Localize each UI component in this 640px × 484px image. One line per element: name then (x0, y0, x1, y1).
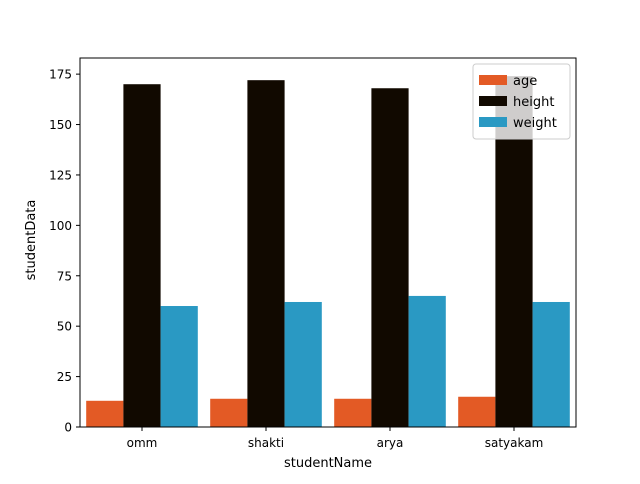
y-tick-label: 100 (49, 219, 72, 233)
legend-swatch-height (479, 96, 507, 106)
legend-swatch-age (479, 75, 507, 85)
y-tick-label: 0 (64, 421, 72, 435)
x-axis-label: studentName (284, 456, 372, 471)
legend-swatch-weight (479, 117, 507, 127)
axes-layer: 0 25 50 75 100 125 150 175 omm shakti arya satyakam (49, 57, 577, 450)
bar-weight-satyakam (532, 301, 570, 427)
bar-weight-omm (160, 306, 198, 427)
x-tick-label-satyakam: satyakam (485, 436, 544, 450)
x-tick-label-arya: arya (377, 436, 404, 450)
bar-height-shakti (247, 80, 285, 427)
bar-age-shakti (210, 398, 248, 427)
y-tick-label: 75 (57, 269, 72, 283)
plot-frame (79, 57, 577, 428)
legend-label-height: height (513, 95, 554, 110)
bar-height-omm (123, 84, 161, 428)
x-tick-label-shakti: shakti (248, 436, 284, 450)
bar-age-omm (86, 400, 124, 427)
bar-weight-shakti (284, 301, 322, 427)
legend-label-weight: weight (513, 116, 557, 131)
bar-age-arya (334, 398, 372, 427)
bars-layer (86, 76, 570, 428)
legend: age height weight (472, 63, 571, 140)
y-tick-label: 25 (57, 370, 72, 384)
y-axis-label: studentData (24, 200, 39, 281)
bar-age-satyakam (458, 396, 496, 427)
bar-height-arya (371, 88, 409, 427)
y-tick-label: 150 (49, 118, 72, 132)
bar-weight-arya (408, 295, 446, 427)
y-tick-label: 50 (57, 320, 72, 334)
y-tick-label: 175 (49, 68, 72, 82)
x-tick-label-omm: omm (127, 436, 158, 450)
legend-label-age: age (513, 74, 537, 89)
y-tick-label: 125 (49, 168, 72, 182)
